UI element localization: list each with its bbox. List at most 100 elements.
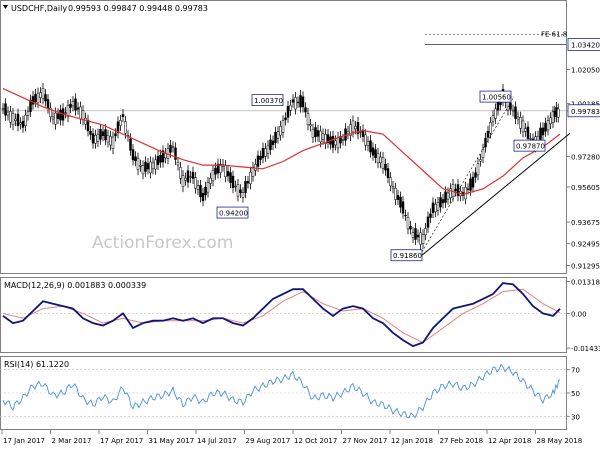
candle-body <box>356 122 360 135</box>
candle-body <box>91 133 95 144</box>
candle-body <box>146 163 150 170</box>
candle-body <box>341 139 345 141</box>
candle-body <box>404 214 407 217</box>
candle-body <box>439 197 442 208</box>
candle-body <box>374 149 377 158</box>
candle-body <box>104 129 107 141</box>
candle-body <box>381 157 385 169</box>
candle-body <box>496 102 500 111</box>
candle-body <box>251 166 255 177</box>
candle-body <box>106 135 110 143</box>
candle-body <box>64 112 67 114</box>
candle-body <box>346 131 350 135</box>
candle-body <box>254 163 257 171</box>
candle-body <box>111 136 115 149</box>
candle-body <box>354 126 357 130</box>
price-ohlc-readout: 0.99593 0.99847 0.99448 0.99783 <box>68 4 208 13</box>
candle-body <box>256 155 260 167</box>
candle-body <box>216 163 220 174</box>
candle-body <box>11 113 15 126</box>
candle-body <box>326 134 330 143</box>
x-axis-label: 12 Jan 2018 <box>391 437 433 445</box>
candle-body <box>99 129 102 140</box>
candle-body <box>39 92 42 98</box>
rsi-axis-label: 50 <box>571 390 580 398</box>
rsi-panel-title: RSI(14) 61.1220 <box>4 360 69 369</box>
candle-body <box>524 128 527 132</box>
candle-body <box>211 170 215 182</box>
current-price-box <box>567 104 600 118</box>
candle-body <box>79 106 82 119</box>
candle-body <box>271 140 275 145</box>
price-annotation-box <box>513 139 546 152</box>
candle-body <box>441 199 445 204</box>
candle-body <box>366 141 370 147</box>
price-annotation-box <box>216 206 249 219</box>
candle-body <box>494 108 497 119</box>
x-axis-label: 12 Apr 2018 <box>488 437 531 445</box>
candle-body <box>486 130 490 138</box>
candle-body <box>176 162 180 166</box>
candle-body <box>376 153 380 164</box>
candle-body <box>46 99 50 109</box>
candle-body <box>324 134 327 144</box>
candle-body <box>209 177 212 184</box>
candle-body <box>6 111 10 116</box>
candle-body <box>394 188 397 200</box>
candle-body <box>349 124 352 136</box>
candle-body <box>49 107 52 118</box>
candle-body <box>186 170 190 183</box>
candle-body <box>74 98 77 111</box>
candle-body <box>144 161 147 172</box>
candle-body <box>226 171 230 177</box>
candle-body <box>184 177 187 181</box>
candle-body <box>54 112 57 125</box>
candle-body <box>171 146 175 148</box>
candle-body <box>414 228 417 240</box>
candle-body <box>291 99 295 103</box>
candle-body <box>514 106 517 119</box>
dropdown-triangle-icon[interactable] <box>3 5 8 9</box>
candle-body <box>214 167 217 175</box>
candle-body <box>304 107 307 113</box>
candle-body <box>284 117 287 121</box>
candle-body <box>456 184 460 197</box>
rsi-line <box>2 363 561 419</box>
price-annotation-box <box>251 94 284 106</box>
candle-body <box>21 120 25 128</box>
candle-body <box>396 195 400 200</box>
candle-body <box>369 140 372 153</box>
x-axis-label: 27 Feb 2018 <box>440 437 484 445</box>
candle-body <box>189 176 192 178</box>
candle-body <box>234 185 237 188</box>
candle-body <box>279 126 282 136</box>
candle-body <box>159 155 162 163</box>
x-axis-label: 12 Oct 2017 <box>294 437 337 445</box>
candle-body <box>201 192 205 202</box>
macd-panel-frame <box>0 277 567 353</box>
candle-body <box>286 105 290 118</box>
candle-body <box>299 95 302 108</box>
price-annotation-box <box>390 249 423 262</box>
candle-body <box>239 189 242 193</box>
price-axis-label: 0.95605 <box>571 184 600 192</box>
candle-body <box>76 107 80 110</box>
candle-body <box>71 101 75 107</box>
x-axis-label: 28 May 2018 <box>537 437 583 445</box>
candle-body <box>476 163 480 176</box>
candle-body <box>9 111 12 123</box>
price-panel-title: USDCHF,Daily <box>11 4 67 13</box>
candle-body <box>296 101 300 104</box>
candle-body <box>4 103 7 116</box>
candle-body <box>41 88 45 100</box>
macd-line <box>2 282 561 348</box>
candle-body <box>281 120 285 133</box>
candle-body <box>306 113 310 126</box>
candle-body <box>364 134 367 146</box>
candle-body <box>136 157 140 170</box>
candle-body <box>121 114 125 118</box>
candle-body <box>119 120 122 126</box>
macd-panel-title: MACD(12,26,9) 0.001883 0.000339 <box>4 281 146 290</box>
candle-body <box>454 188 457 192</box>
x-axis-label: 27 Nov 2017 <box>343 437 388 445</box>
